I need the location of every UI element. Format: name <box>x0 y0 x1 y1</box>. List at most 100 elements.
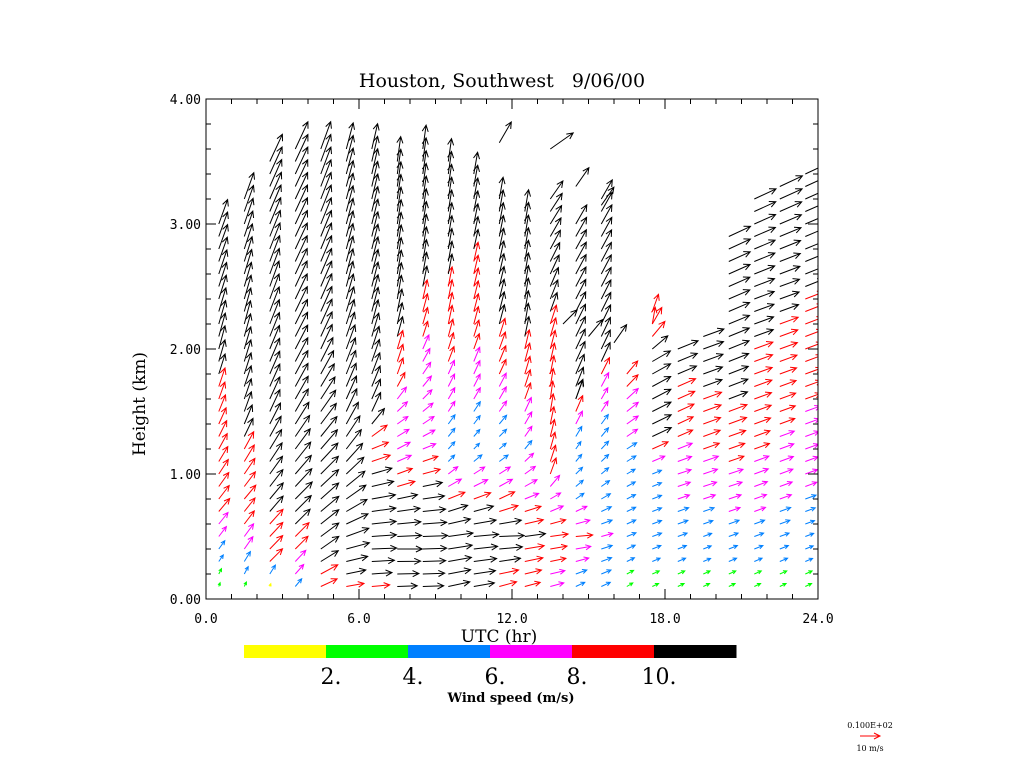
wind-vector <box>396 315 405 337</box>
wind-vector <box>779 341 799 350</box>
wind-vector <box>677 378 697 387</box>
wind-vector <box>269 337 281 362</box>
wind-vector <box>218 497 231 512</box>
wind-vector <box>371 185 380 212</box>
wind-vector <box>601 569 613 575</box>
wind-vector <box>677 481 692 487</box>
wind-vector <box>473 454 483 462</box>
wind-vector <box>422 455 439 462</box>
wind-vector <box>754 480 769 487</box>
wind-vector <box>499 517 523 525</box>
wind-vector <box>498 121 512 144</box>
wind-vector <box>243 171 255 200</box>
wind-vector <box>575 479 585 487</box>
y-tick-label: 2.00 <box>170 343 201 358</box>
wind-vector <box>345 298 356 325</box>
wind-vector <box>243 565 249 575</box>
wind-vector <box>575 366 585 387</box>
wind-vector <box>575 166 590 187</box>
wind-vector <box>754 264 776 275</box>
wind-vector <box>549 291 559 312</box>
wind-vector <box>600 216 613 237</box>
wind-vector <box>754 213 777 225</box>
wind-vector <box>805 192 818 200</box>
wind-vector <box>677 416 695 425</box>
wind-vector <box>243 364 253 387</box>
wind-vector <box>779 252 802 262</box>
wind-vector <box>294 577 303 587</box>
wind-vector <box>677 570 686 575</box>
wind-vector <box>499 466 512 475</box>
wind-profile-column <box>575 203 594 587</box>
wind-vector <box>346 513 370 525</box>
wind-vector <box>754 201 777 212</box>
y-axis-label: Height (km) <box>130 352 150 456</box>
wind-vector <box>703 391 723 400</box>
wind-vector <box>652 494 663 500</box>
wind-vector <box>499 580 518 587</box>
wind-vector <box>575 228 587 250</box>
wind-vector <box>754 557 764 562</box>
wind-vector <box>269 209 282 237</box>
wind-vector <box>524 355 532 375</box>
wind-vector <box>498 265 506 287</box>
wind-vector <box>294 375 309 400</box>
wind-vector <box>218 274 228 300</box>
wind-vector <box>677 583 686 587</box>
wind-vector <box>294 158 309 187</box>
wind-vector <box>243 351 253 375</box>
wind-vector <box>499 454 510 462</box>
wind-vector <box>218 553 224 562</box>
wind-vector <box>345 209 355 237</box>
wind-vector <box>601 480 611 487</box>
wind-vector <box>779 583 788 587</box>
wind-vector <box>473 580 496 588</box>
wind-vector <box>549 180 564 200</box>
wind-profile-column <box>728 225 752 587</box>
wind-vector <box>677 365 698 375</box>
wind-vector <box>269 415 282 437</box>
wind-vector <box>396 343 405 362</box>
wind-vector <box>320 389 337 412</box>
wind-vector <box>703 442 721 450</box>
wind-vector <box>473 491 492 500</box>
wind-vector <box>754 506 767 512</box>
wind-vector <box>550 492 562 500</box>
wind-vector <box>243 338 253 362</box>
wind-vector <box>805 557 814 562</box>
wind-vector <box>549 431 557 450</box>
wind-profile-column <box>805 167 818 587</box>
wind-vector <box>320 209 333 237</box>
wind-vector <box>779 481 794 487</box>
wind-vector <box>422 569 446 577</box>
wind-vector <box>728 314 751 325</box>
wind-vector <box>779 201 803 212</box>
wind-vector <box>652 507 663 512</box>
wind-vector <box>243 390 253 412</box>
wind-vector <box>294 133 309 162</box>
wind-vector <box>626 519 637 525</box>
wind-vector <box>805 494 818 500</box>
wind-vector <box>652 414 673 425</box>
wind-vector <box>473 517 498 525</box>
wind-vector <box>600 253 612 275</box>
wind-vector <box>320 260 333 287</box>
wind-vector <box>600 303 612 325</box>
wind-vector <box>473 479 489 487</box>
wind-vector <box>575 569 588 575</box>
wind-vector <box>779 278 801 287</box>
wind-vector <box>473 386 481 400</box>
wind-vector <box>805 316 818 325</box>
wind-vector <box>371 351 381 375</box>
wind-vector <box>422 480 444 488</box>
colorbar-tick-label: 10. <box>642 665 677 690</box>
wind-profile-column <box>371 122 398 589</box>
wind-vector <box>728 251 752 262</box>
wind-vector <box>320 349 335 375</box>
wind-vector <box>601 493 612 500</box>
wind-vector <box>320 171 333 200</box>
wind-vector <box>703 365 724 375</box>
wind-vector <box>652 557 662 562</box>
wind-vector <box>448 478 463 487</box>
